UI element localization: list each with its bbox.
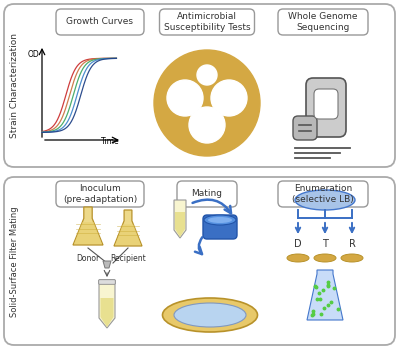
Circle shape (167, 80, 203, 116)
Polygon shape (175, 212, 185, 237)
FancyBboxPatch shape (314, 89, 338, 119)
Text: D: D (294, 239, 302, 249)
Text: Time: Time (101, 137, 120, 146)
Text: Enumeration
(selective LB): Enumeration (selective LB) (292, 184, 354, 204)
Text: R: R (348, 239, 356, 249)
Text: Solid-Surface Filter Mating: Solid-Surface Filter Mating (10, 207, 20, 317)
FancyArrowPatch shape (192, 200, 231, 213)
Ellipse shape (204, 215, 236, 225)
Polygon shape (99, 280, 115, 328)
FancyBboxPatch shape (56, 181, 144, 207)
Text: Antimicrobial
Susceptibility Tests: Antimicrobial Susceptibility Tests (164, 12, 250, 32)
FancyBboxPatch shape (293, 116, 317, 140)
Circle shape (211, 80, 247, 116)
FancyBboxPatch shape (306, 78, 346, 137)
FancyArrowPatch shape (195, 237, 202, 254)
Polygon shape (174, 200, 186, 238)
Ellipse shape (208, 217, 232, 223)
Text: Mating: Mating (192, 190, 222, 199)
Text: Strain Characterization: Strain Characterization (10, 33, 20, 138)
Polygon shape (114, 210, 142, 246)
Ellipse shape (295, 190, 355, 210)
Text: Donor: Donor (76, 254, 100, 263)
FancyBboxPatch shape (177, 181, 237, 207)
FancyBboxPatch shape (4, 4, 395, 167)
Text: Recipient: Recipient (110, 254, 146, 263)
FancyBboxPatch shape (56, 9, 144, 35)
Ellipse shape (341, 254, 363, 262)
Polygon shape (103, 261, 111, 268)
Polygon shape (100, 298, 114, 327)
FancyBboxPatch shape (4, 177, 395, 345)
Text: T: T (322, 239, 328, 249)
FancyBboxPatch shape (160, 9, 254, 35)
Text: Whole Genome
Sequencing: Whole Genome Sequencing (288, 12, 358, 32)
Ellipse shape (162, 298, 258, 332)
Polygon shape (73, 207, 103, 245)
FancyBboxPatch shape (278, 9, 368, 35)
Ellipse shape (287, 254, 309, 262)
Text: OD: OD (27, 50, 39, 59)
FancyBboxPatch shape (203, 215, 237, 239)
Circle shape (189, 107, 225, 143)
Text: Growth Curves: Growth Curves (66, 18, 134, 26)
Circle shape (197, 65, 217, 85)
Ellipse shape (174, 303, 246, 327)
Ellipse shape (314, 254, 336, 262)
Polygon shape (74, 222, 102, 244)
FancyBboxPatch shape (99, 280, 115, 284)
Circle shape (154, 50, 260, 156)
Text: Inoculum
(pre-adaptation): Inoculum (pre-adaptation) (63, 184, 137, 204)
FancyBboxPatch shape (278, 181, 368, 207)
Polygon shape (307, 270, 343, 320)
Polygon shape (115, 224, 141, 245)
